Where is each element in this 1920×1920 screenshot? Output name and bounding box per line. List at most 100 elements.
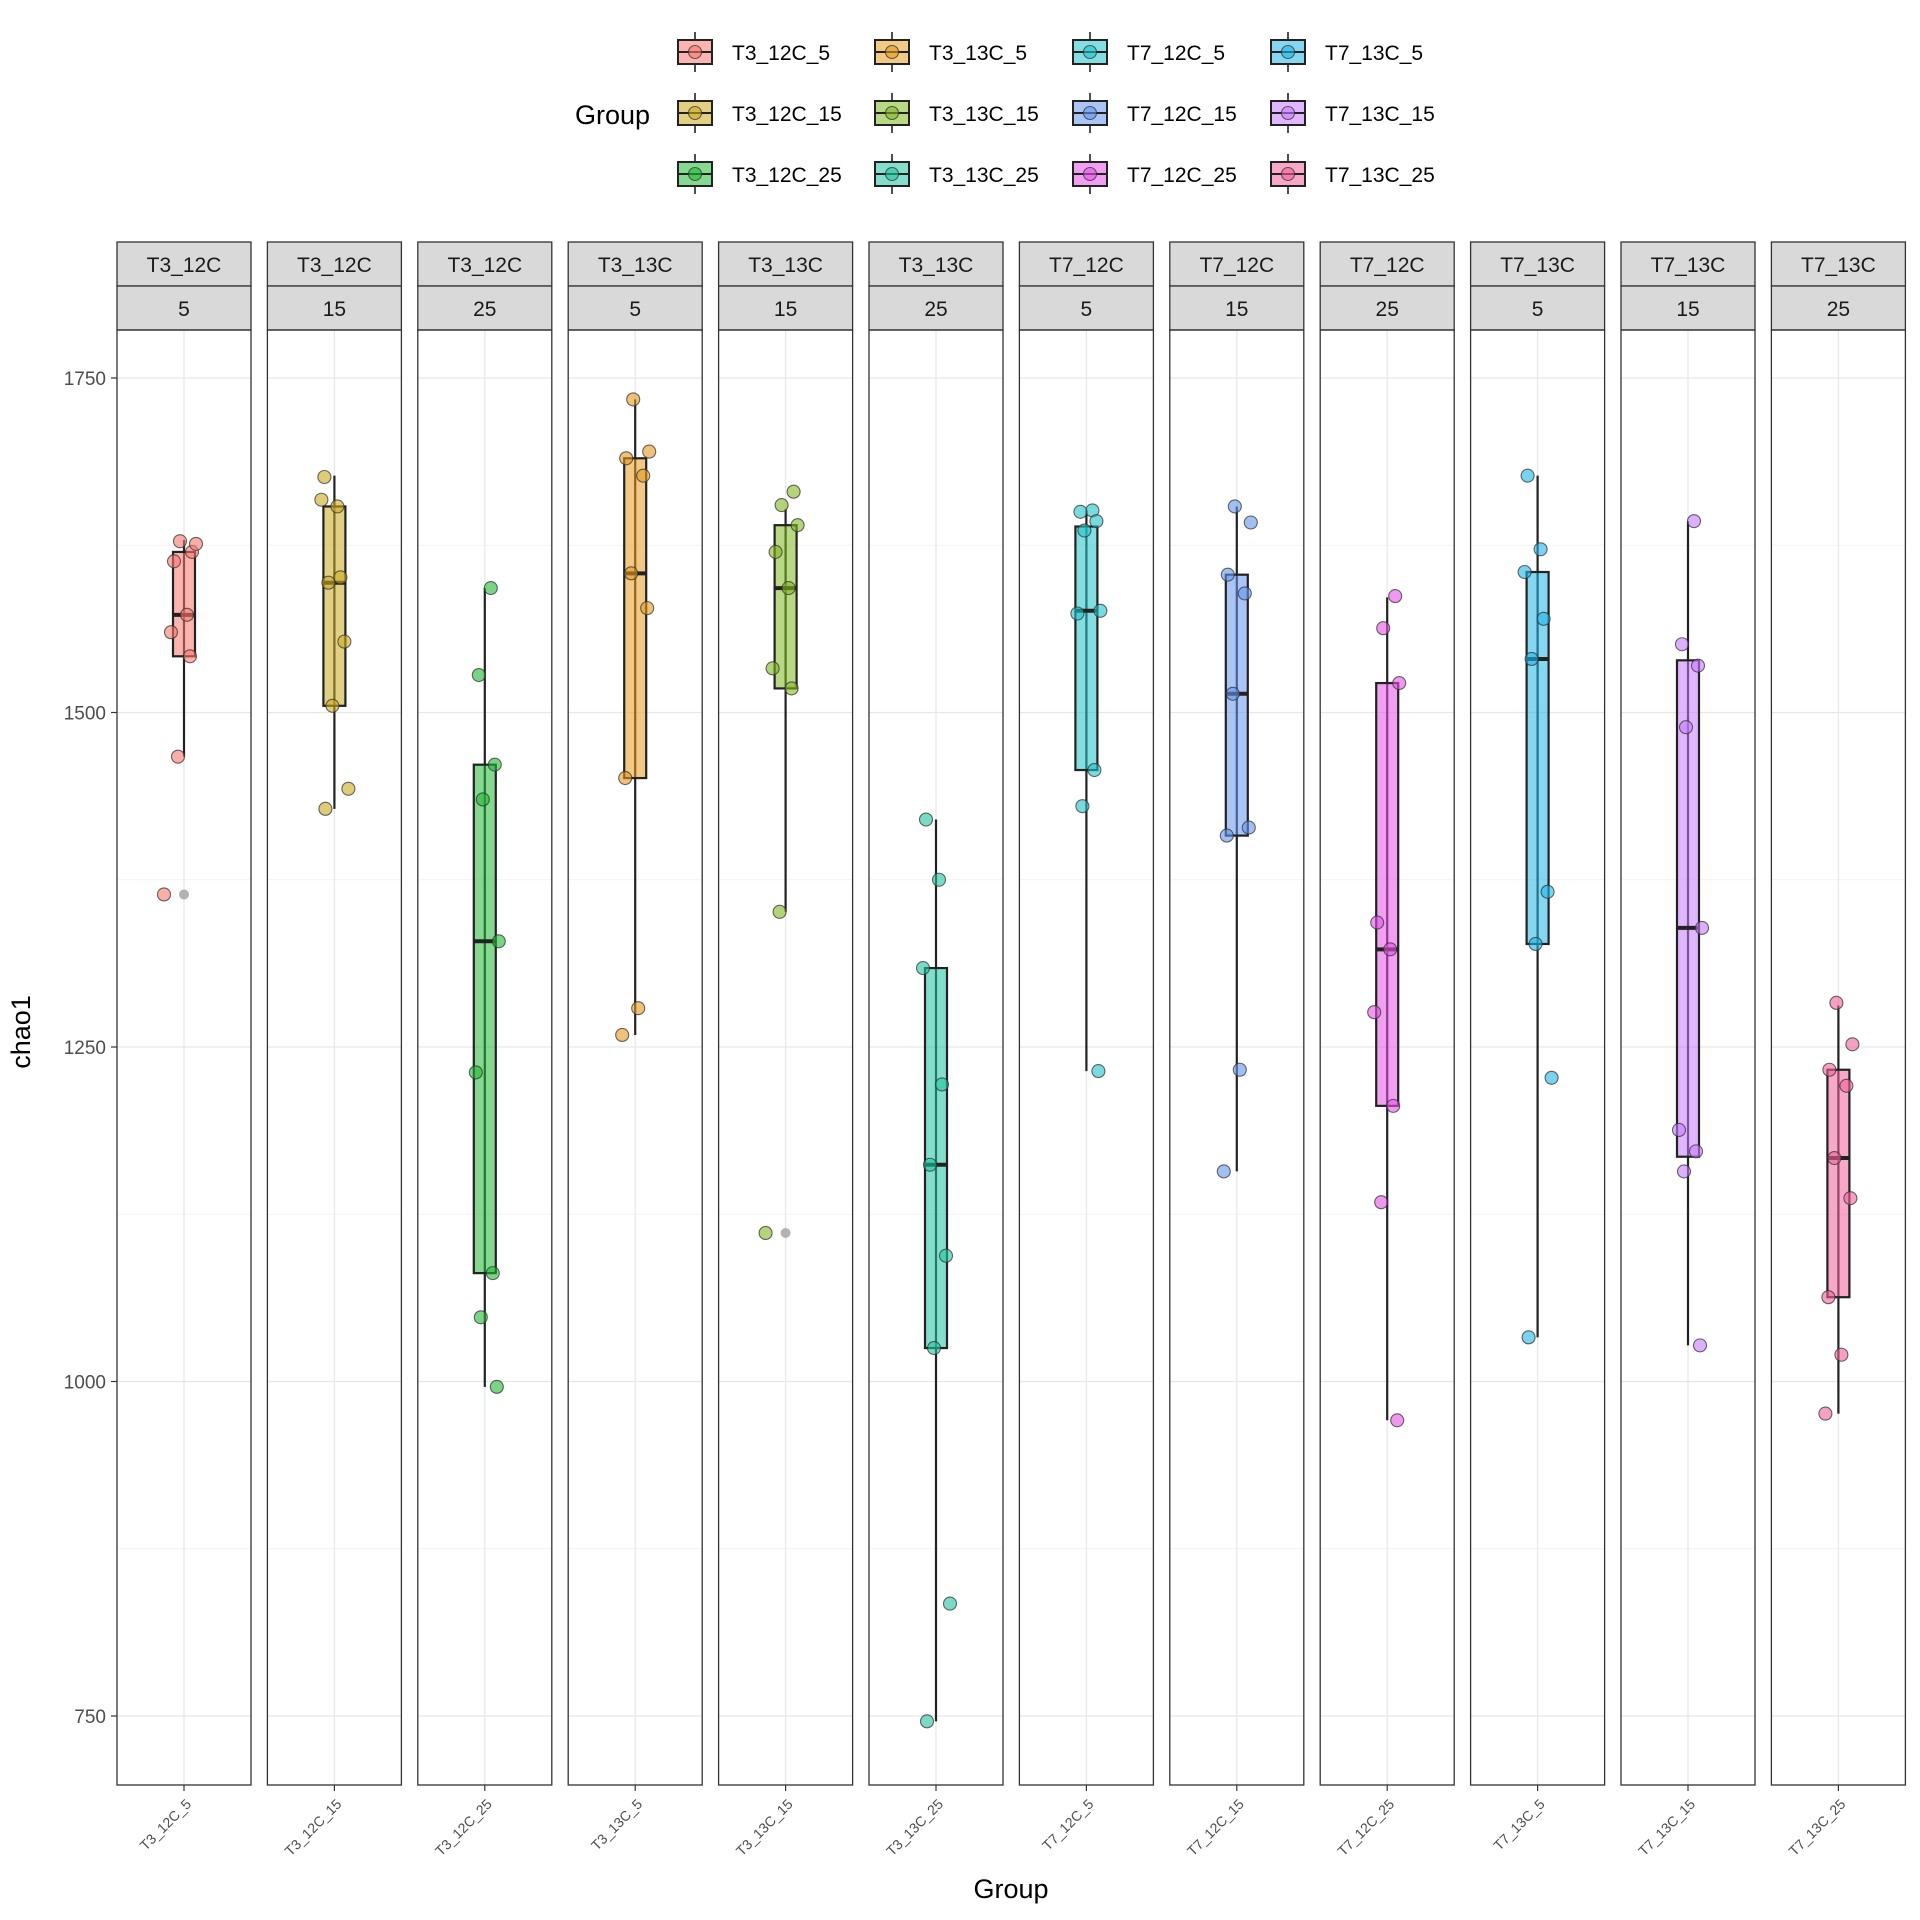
data-point <box>619 451 634 466</box>
data-point <box>1243 515 1258 530</box>
panel-T3_12C_25: T3_12C 25 T3_12C_25 <box>417 241 553 1859</box>
legend-key-point <box>884 166 900 182</box>
strip-top <box>1018 241 1155 287</box>
data-point <box>931 872 947 887</box>
x-tick-label: T7_13C_25 <box>1785 1796 1848 1859</box>
data-point <box>1528 936 1543 952</box>
legend-key-point <box>1280 166 1296 182</box>
legend-item-T7_13C_25: T7_13C_25 <box>1270 154 1435 194</box>
outlier-point <box>780 1227 791 1238</box>
strip-top <box>266 241 403 287</box>
outlier-point <box>179 889 189 900</box>
data-point <box>1845 1037 1860 1052</box>
data-point <box>1688 1144 1704 1159</box>
x-tick-label: T3_12C_5 <box>137 1796 195 1854</box>
strip-bottom <box>567 285 703 331</box>
legend-label: T3_12C_15 <box>732 103 842 126</box>
data-point <box>1227 499 1242 514</box>
data-point <box>1686 514 1702 529</box>
strip-bottom-label: 5 <box>1081 298 1093 321</box>
data-point <box>1392 676 1407 691</box>
legend-item-T7_13C_15: T7_13C_15 <box>1270 93 1435 133</box>
data-point <box>1521 1330 1536 1345</box>
data-point <box>768 544 783 559</box>
data-point <box>1517 564 1532 580</box>
legend-item-T7_13C_5: T7_13C_5 <box>1270 32 1423 72</box>
data-point <box>321 575 336 590</box>
data-point <box>188 536 204 551</box>
data-point <box>1386 1098 1401 1113</box>
data-point <box>337 634 352 649</box>
data-point <box>772 904 787 919</box>
legend-item-T3_12C_25: T3_12C_25 <box>677 154 842 194</box>
strip-bottom <box>1770 285 1907 331</box>
data-point <box>1544 1070 1559 1085</box>
data-point <box>631 1001 646 1016</box>
data-point <box>918 812 934 827</box>
y-tick-label: 1750 <box>64 369 106 390</box>
strip-top-label: T3_13C <box>748 254 823 277</box>
panel-T7_12C_15: T7_12C 15 T7_12C_15 <box>1169 241 1305 1859</box>
data-point <box>919 1714 935 1729</box>
data-point <box>1676 1164 1692 1179</box>
data-point <box>642 444 657 459</box>
box <box>1826 1068 1851 1299</box>
data-point <box>485 1266 500 1281</box>
data-point <box>1540 884 1555 899</box>
data-point <box>1232 1062 1247 1077</box>
x-tick-label: T7_12C_5 <box>1039 1796 1097 1854</box>
data-point <box>172 534 188 549</box>
data-point <box>922 1157 938 1172</box>
data-point <box>1075 799 1090 814</box>
strip-top-label: T7_12C <box>1350 254 1425 277</box>
data-point <box>1390 1413 1405 1428</box>
box <box>1675 659 1701 1158</box>
strip-bottom-label: 15 <box>323 298 346 321</box>
data-point <box>786 484 801 499</box>
data-point <box>1829 995 1844 1010</box>
data-point <box>636 468 651 483</box>
strip-bottom-label: 15 <box>774 298 797 321</box>
legend: Group T3_12C_5 T3_12C_15 T3_12C_25 T3_13C_5 T… <box>575 32 1435 194</box>
strip-top-label: T7_12C <box>1049 254 1124 277</box>
data-point <box>626 392 641 407</box>
x-tick-label: T3_13C_15 <box>733 1796 796 1859</box>
data-point <box>314 492 329 507</box>
strip-bottom-label: 25 <box>1827 298 1850 321</box>
data-point <box>1671 1122 1687 1138</box>
legend-label: T3_13C_5 <box>929 42 1027 65</box>
data-point <box>790 518 805 533</box>
strip-bottom-label: 25 <box>1376 298 1399 321</box>
data-point <box>1367 1005 1382 1020</box>
data-point <box>1374 1195 1389 1210</box>
legend-label: T7_13C_15 <box>1325 103 1435 126</box>
data-point <box>179 607 195 622</box>
facet-panels: T3_12C 5 T3_12C_5 T3_12C 15 T3_12C_15 T3_12C 25… <box>116 241 1907 1859</box>
data-point <box>487 757 502 772</box>
data-point <box>1073 504 1088 519</box>
data-point <box>1524 651 1539 667</box>
data-point <box>1093 603 1108 618</box>
legend-item-T3_13C_5: T3_13C_5 <box>874 32 1027 72</box>
data-point <box>934 1077 950 1092</box>
data-point <box>774 498 789 513</box>
data-point <box>1692 1338 1708 1353</box>
legend-label: T7_13C_25 <box>1325 164 1435 187</box>
data-point <box>1520 468 1535 483</box>
x-tick-label: T7_13C_5 <box>1490 1796 1548 1854</box>
data-point <box>765 661 780 676</box>
strip-bottom <box>1319 285 1455 331</box>
panel-T3_12C_15: T3_12C 15 T3_12C_15 <box>266 241 403 1859</box>
strip-bottom-label: 15 <box>1225 298 1248 321</box>
strip-bottom-label: 25 <box>473 298 496 321</box>
strip-bottom-label: 15 <box>1676 298 1699 321</box>
y-axis-title: chao1 <box>6 995 36 1069</box>
x-tick-label: T7_13C_15 <box>1635 1796 1698 1859</box>
strip-bottom <box>417 285 553 331</box>
data-point <box>1533 542 1548 557</box>
legend-key-point <box>687 166 703 182</box>
y-axis: 750 1000 1250 1500 1750 <box>64 369 117 1728</box>
data-point <box>325 698 340 713</box>
strip-top-label: T7_12C <box>1199 254 1274 277</box>
